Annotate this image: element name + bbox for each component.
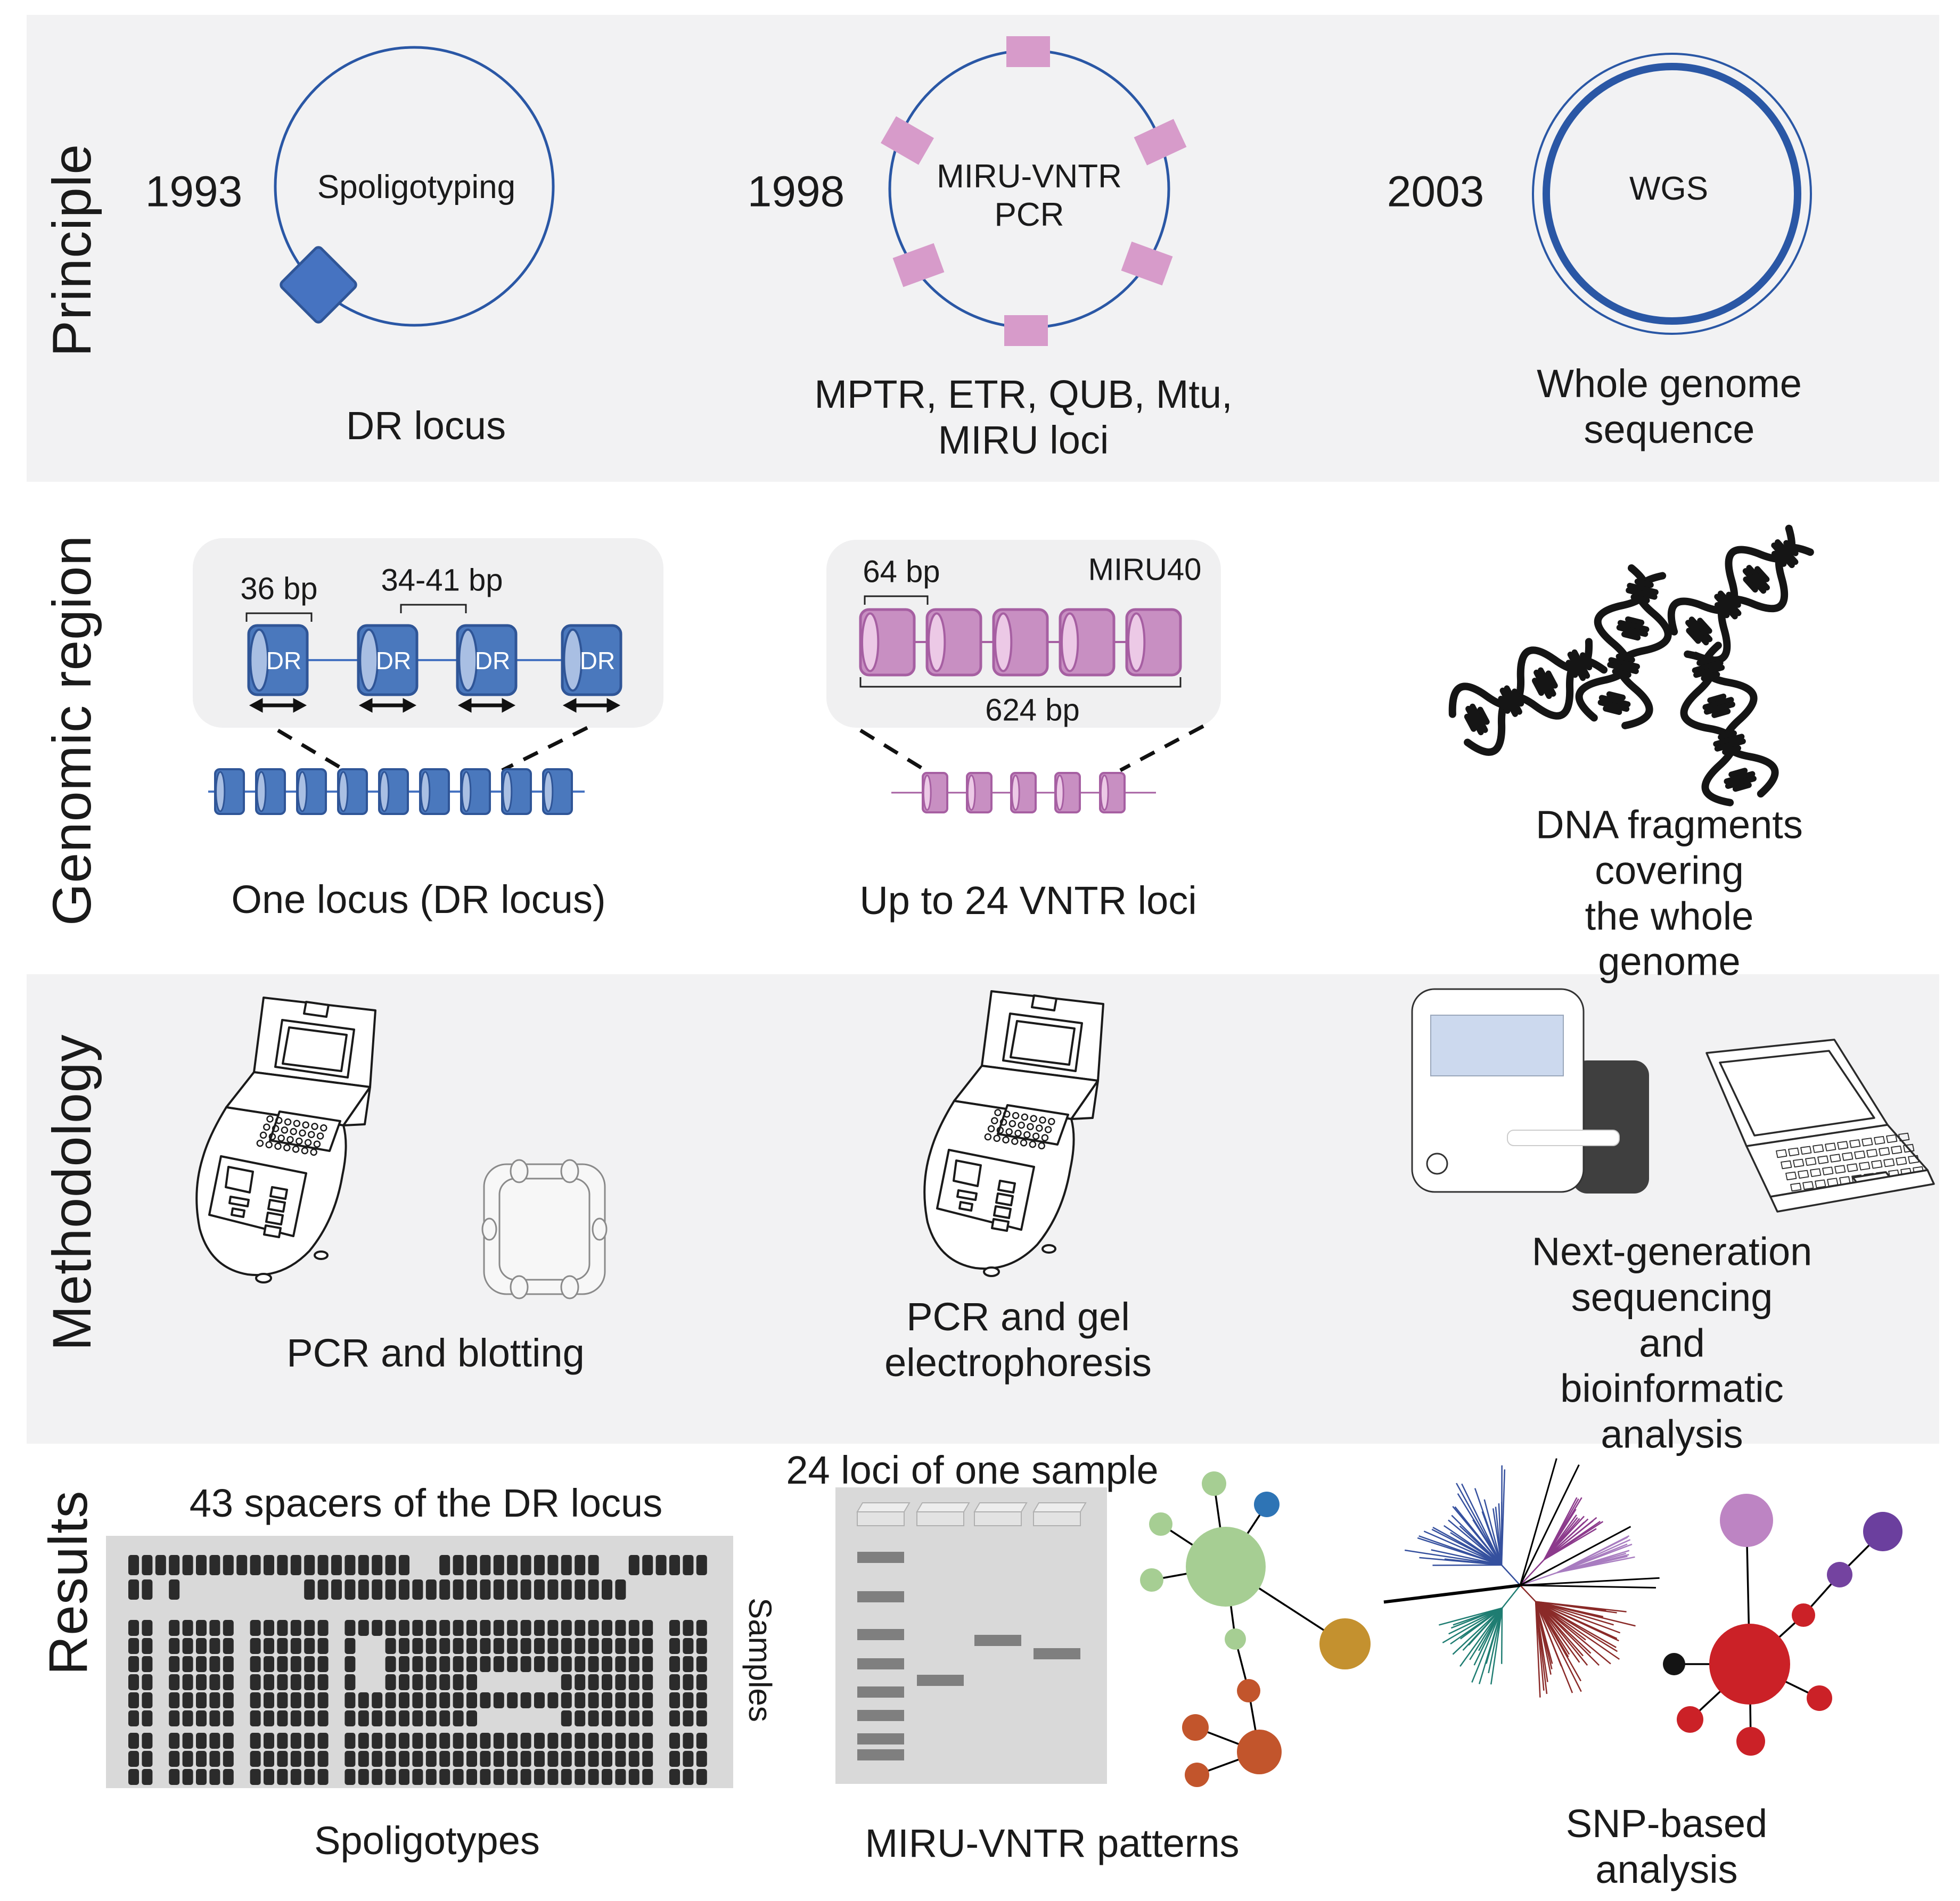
- row-label-results: Results: [37, 1490, 99, 1675]
- sequencer-slot: [1507, 1130, 1620, 1146]
- dr-repeat-cylinders: [247, 624, 622, 696]
- sequencer-side-module: [1572, 1060, 1649, 1194]
- caption-miru-patterns: MIRU-VNTR patterns: [865, 1821, 1240, 1866]
- sequencer-icon: [1411, 988, 1649, 1194]
- caption-whole-genome: Whole genome sequence: [1537, 361, 1802, 451]
- caption-dr-locus: DR locus: [346, 404, 506, 448]
- laptop-icon: [1705, 1039, 1935, 1213]
- snp-mst-network: [1663, 1494, 1902, 1756]
- dna-fragments-icon: [1443, 514, 1824, 808]
- label-624bp: 624 bp: [985, 693, 1080, 728]
- sequencer-screen: [1430, 1015, 1564, 1076]
- caption-snp-analysis: SNP-based analysis: [1565, 1801, 1768, 1891]
- caption-pcr-gel: PCR and gel electrophoresis: [884, 1295, 1152, 1385]
- snp-phylo-tree: [1383, 1458, 1660, 1698]
- wgs-plasmid-icon: [1532, 53, 1812, 335]
- row-label-genomic: Genomic region: [41, 534, 102, 926]
- wgs-label: WGS: [1629, 170, 1709, 208]
- label-36bp: 36 bp: [240, 571, 318, 606]
- label-64bp: 64 bp: [863, 554, 940, 589]
- miru-plasmid-icon: [880, 36, 1187, 346]
- caption-one-locus: One locus (DR locus): [231, 877, 606, 922]
- miru-mst-network: [1140, 1471, 1371, 1787]
- year-miru: 1998: [747, 167, 845, 216]
- dr-unit-label: DR: [266, 647, 301, 674]
- title-24-loci: 24 loci of one sample: [786, 1448, 1159, 1493]
- bracket-36bp: [245, 612, 313, 622]
- pcr-machine-icon: [923, 990, 1104, 1277]
- repeat-size-arrows: [249, 698, 621, 713]
- caption-24-vntr: Up to 24 VNTR loci: [859, 878, 1197, 923]
- blot-membrane-icon: [481, 1159, 608, 1299]
- caption-spoligotypes: Spoligotypes: [314, 1818, 540, 1863]
- caption-miru-loci: MPTR, ETR, QUB, Mtu, MIRU loci: [814, 372, 1233, 462]
- title-43-spacers: 43 spacers of the DR locus: [189, 1481, 663, 1526]
- dr-unit-label: DR: [376, 647, 411, 674]
- bracket-34-41bp: [400, 604, 467, 613]
- year-wgs: 2003: [1387, 167, 1485, 216]
- bracket-64bp: [864, 595, 929, 605]
- pcr-machine-icon: [195, 997, 376, 1283]
- caption-dna-fragments: DNA fragments covering the whole genome: [1536, 802, 1803, 984]
- vntr-locus-detail: [826, 540, 1221, 813]
- miru-label: MIRU-VNTR PCR: [937, 158, 1122, 233]
- year-spoligotyping: 1993: [145, 167, 243, 216]
- vntr-repeat-cylinders: [859, 608, 1182, 677]
- spoligotyping-plasmid-icon: [274, 46, 555, 327]
- dr-locus-detail: [193, 538, 663, 815]
- principle-row-band: [27, 15, 1939, 482]
- vntr-locus-strip: [922, 772, 1126, 813]
- spoligotyping-label: Spoligotyping: [317, 169, 516, 206]
- dna-helix-icon: [1443, 624, 1613, 760]
- spoligotype-grid: [106, 1536, 733, 1788]
- row-label-principle: Principle: [41, 143, 102, 357]
- label-34-41bp: 34-41 bp: [381, 563, 503, 598]
- dr-unit-label: DR: [475, 647, 510, 674]
- caption-ngs: Next-generation sequencing and bioinform…: [1531, 1229, 1813, 1456]
- caption-pcr-blotting: PCR and blotting: [286, 1331, 585, 1376]
- gel-electrophoresis-image: [835, 1487, 1107, 1784]
- dr-locus-strip: [214, 768, 573, 815]
- dr-unit-label: DR: [580, 647, 615, 674]
- dna-helix-icon: [1661, 514, 1824, 670]
- row-label-methodology: Methodology: [41, 1034, 102, 1351]
- sequencer-button: [1426, 1153, 1448, 1175]
- label-miru40: MIRU40: [1088, 552, 1202, 587]
- dna-helix-icon: [1668, 640, 1780, 808]
- bracket-624bp: [859, 677, 1182, 688]
- label-samples: Samples: [742, 1598, 778, 1722]
- dr-locus-diamond: [280, 246, 357, 324]
